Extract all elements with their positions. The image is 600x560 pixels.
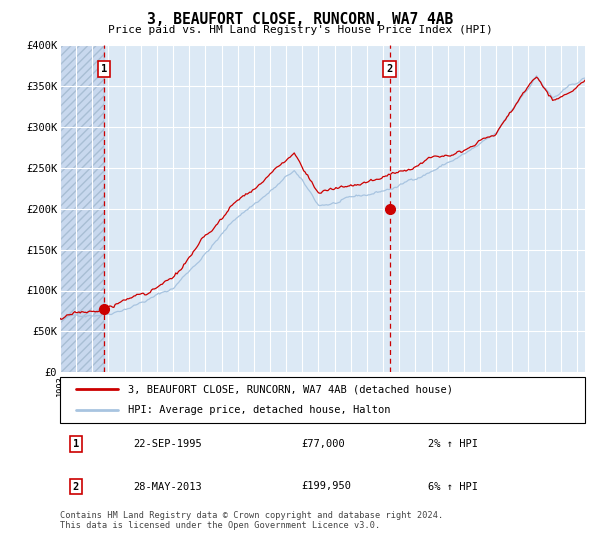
Text: HPI: Average price, detached house, Halton: HPI: Average price, detached house, Halt… — [128, 405, 391, 416]
Text: 28-MAY-2013: 28-MAY-2013 — [133, 482, 202, 492]
Text: 22-SEP-1995: 22-SEP-1995 — [133, 439, 202, 449]
Text: Price paid vs. HM Land Registry's House Price Index (HPI): Price paid vs. HM Land Registry's House … — [107, 25, 493, 35]
Text: £77,000: £77,000 — [302, 439, 345, 449]
Text: 6% ↑ HPI: 6% ↑ HPI — [427, 482, 478, 492]
Text: 2: 2 — [73, 482, 79, 492]
Bar — [60, 45, 104, 372]
Text: 3, BEAUFORT CLOSE, RUNCORN, WA7 4AB: 3, BEAUFORT CLOSE, RUNCORN, WA7 4AB — [147, 12, 453, 27]
Text: Contains HM Land Registry data © Crown copyright and database right 2024.
This d: Contains HM Land Registry data © Crown c… — [60, 511, 443, 530]
Text: 2% ↑ HPI: 2% ↑ HPI — [427, 439, 478, 449]
Bar — [60, 45, 104, 372]
Text: £199,950: £199,950 — [302, 482, 352, 492]
Text: 2: 2 — [386, 64, 392, 74]
Text: 1: 1 — [101, 64, 107, 74]
Text: 3, BEAUFORT CLOSE, RUNCORN, WA7 4AB (detached house): 3, BEAUFORT CLOSE, RUNCORN, WA7 4AB (det… — [128, 384, 453, 394]
Text: 1: 1 — [73, 439, 79, 449]
